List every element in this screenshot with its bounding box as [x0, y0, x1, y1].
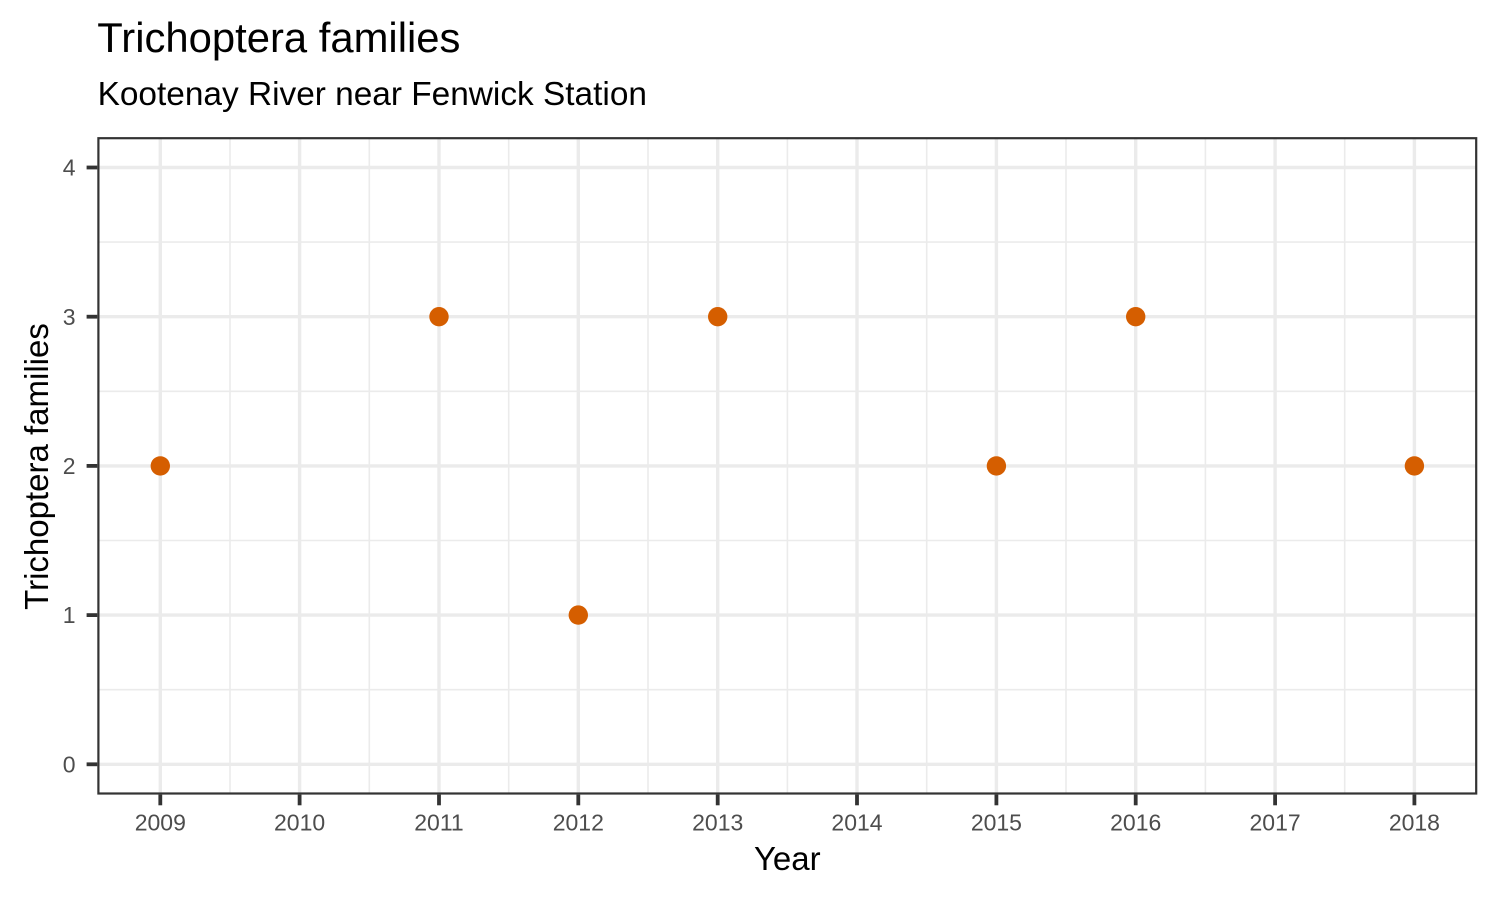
svg-text:2017: 2017 [1250, 810, 1301, 836]
svg-text:Trichoptera families: Trichoptera families [18, 323, 55, 610]
svg-text:4: 4 [63, 155, 76, 181]
svg-text:2: 2 [63, 453, 76, 479]
svg-text:3: 3 [63, 304, 76, 330]
svg-text:2011: 2011 [414, 810, 463, 836]
svg-text:Kootenay River near Fenwick St: Kootenay River near Fenwick Station [98, 76, 647, 113]
svg-text:Trichoptera families: Trichoptera families [97, 14, 460, 61]
svg-text:2013: 2013 [692, 810, 743, 836]
svg-text:1: 1 [63, 602, 76, 628]
svg-text:2012: 2012 [553, 810, 604, 836]
svg-text:2015: 2015 [971, 810, 1022, 836]
svg-text:2014: 2014 [831, 810, 882, 836]
svg-text:Year: Year [754, 840, 821, 877]
svg-text:2016: 2016 [1110, 810, 1161, 836]
svg-text:0: 0 [63, 751, 76, 777]
svg-text:2009: 2009 [135, 810, 186, 836]
svg-text:2018: 2018 [1389, 810, 1440, 836]
svg-text:2010: 2010 [274, 810, 325, 836]
